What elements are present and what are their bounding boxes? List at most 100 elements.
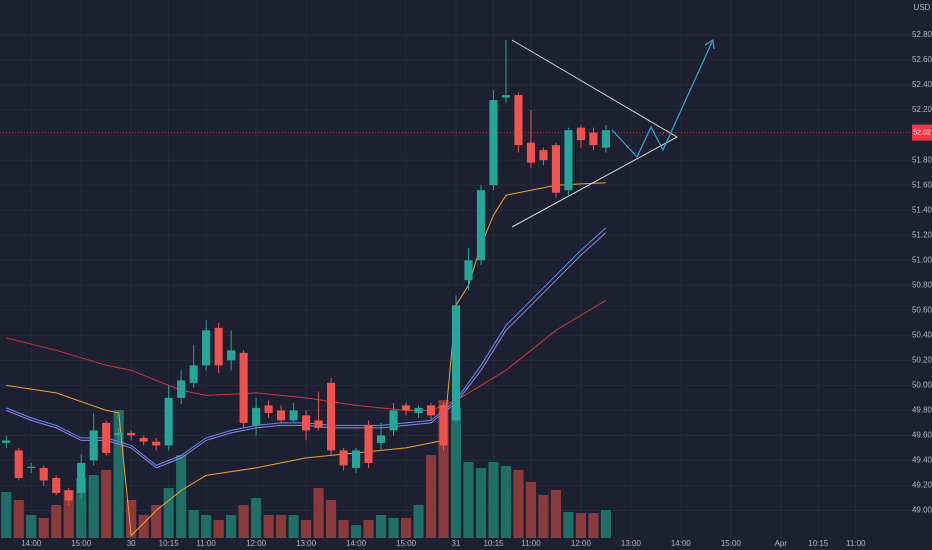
volume-bar xyxy=(38,518,49,538)
candle-body xyxy=(252,407,261,426)
volume-bar xyxy=(575,513,586,538)
volume-bar xyxy=(151,505,162,538)
candle-body xyxy=(401,405,411,411)
volume-bar xyxy=(13,500,24,538)
candle-body xyxy=(189,365,198,383)
y-tick-label: 49.80 xyxy=(912,405,932,414)
volume-bar xyxy=(388,518,399,538)
candle-body xyxy=(239,352,248,423)
x-tick-label: 14:00 xyxy=(346,539,367,548)
candle-body xyxy=(551,145,561,193)
candle-body xyxy=(376,435,386,443)
candle-body xyxy=(102,422,111,453)
candle-body xyxy=(514,95,523,146)
grid xyxy=(0,0,912,538)
x-tick-label: 13:00 xyxy=(621,539,642,548)
x-tick-label: 10:15 xyxy=(483,539,504,548)
candle-body xyxy=(264,405,273,413)
y-tick-label: 51.60 xyxy=(912,180,932,189)
volume-bar xyxy=(201,515,212,538)
candle-body xyxy=(439,405,448,446)
volume-bar xyxy=(413,505,424,538)
drawings xyxy=(511,38,715,228)
candle-body xyxy=(426,405,436,416)
x-tick-label: 14:00 xyxy=(21,539,42,548)
candle-body xyxy=(414,407,423,413)
y-tick-label: 51.20 xyxy=(912,230,932,239)
volume-bar xyxy=(26,515,37,538)
volume-bar xyxy=(251,498,262,538)
candle-body xyxy=(576,127,585,141)
x-tick-label: 11:00 xyxy=(196,539,216,548)
volume-bar xyxy=(600,510,611,538)
volume-bar xyxy=(301,520,312,538)
volume-bar xyxy=(525,482,537,538)
axis-layer: 49.00 49.20 49.40 49.60 49.80 50.00 50.20 50.40… xyxy=(21,30,932,548)
volume-bar xyxy=(338,520,349,538)
candle-body xyxy=(39,467,48,481)
triangle-pattern xyxy=(511,39,679,228)
x-tick-label: 15:00 xyxy=(71,539,92,548)
candle-body xyxy=(52,477,61,493)
candle-body xyxy=(464,260,473,281)
y-tick-label: 51.40 xyxy=(912,205,932,214)
candle-body xyxy=(2,440,11,443)
y-tick-label: 50.40 xyxy=(912,330,932,339)
candle-body xyxy=(389,410,398,431)
candle-body xyxy=(476,190,486,261)
x-tick-label: 10:15 xyxy=(808,539,829,548)
volume-bar xyxy=(425,455,437,538)
volume-bar xyxy=(550,490,562,538)
candle-body xyxy=(327,382,336,451)
volume-bar xyxy=(475,468,487,538)
volume-bar xyxy=(513,470,524,538)
projection-arrow xyxy=(704,38,715,50)
candle-body xyxy=(364,425,373,463)
x-tick-label: 14:00 xyxy=(671,539,692,548)
volume-bar xyxy=(350,525,362,538)
y-tick-label: 51.80 xyxy=(912,155,932,164)
x-tick-label: 13:00 xyxy=(296,539,317,548)
y-tick-label: 50.60 xyxy=(912,305,932,314)
volume-bar xyxy=(226,515,237,538)
x-tick-label: Apr xyxy=(775,539,788,548)
volume-bar xyxy=(51,505,62,538)
candle-body xyxy=(152,441,161,446)
y-tick-label: 49.00 xyxy=(912,506,932,515)
candle-body xyxy=(539,150,548,161)
volume-bar xyxy=(238,505,249,538)
volume-bar xyxy=(313,488,324,538)
volume-bar xyxy=(538,495,549,538)
candle-body xyxy=(64,490,73,501)
y-tick-label: 52.20 xyxy=(912,105,932,114)
candle-body xyxy=(164,397,173,446)
volume-bar xyxy=(438,400,449,538)
y-tick-label: 50.80 xyxy=(912,280,932,289)
y-tick-label: 52.40 xyxy=(912,80,932,89)
y-tick-label: 49.20 xyxy=(912,481,932,490)
candle-body xyxy=(77,462,86,493)
volume-bar xyxy=(463,462,474,538)
candle-body xyxy=(589,132,598,146)
volume-bar xyxy=(363,520,374,538)
y-axis-title: USD xyxy=(914,3,931,12)
y-tick-label: 49.60 xyxy=(912,431,932,440)
volume-bar xyxy=(213,520,224,538)
candle-body xyxy=(501,95,511,98)
volume-bar xyxy=(563,512,574,538)
x-tick-label: 31 xyxy=(452,539,461,548)
volume-bar xyxy=(588,513,599,538)
volume-bar xyxy=(126,500,137,538)
x-tick-label: 10:15 xyxy=(159,539,180,548)
candle-body xyxy=(351,450,361,468)
x-tick-label: 30 xyxy=(127,539,136,548)
candle-body xyxy=(526,142,536,163)
x-tick-label: 12:00 xyxy=(571,539,592,548)
volume-bar xyxy=(263,515,274,538)
candle-body xyxy=(127,432,136,436)
volume-bar xyxy=(188,510,199,538)
volume-bar xyxy=(326,500,337,538)
volume-bar xyxy=(88,475,99,538)
volume-bar xyxy=(63,490,74,538)
